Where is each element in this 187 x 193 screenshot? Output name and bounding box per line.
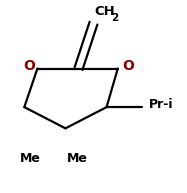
Text: Pr-i: Pr-i <box>148 98 173 111</box>
Text: O: O <box>122 59 134 73</box>
Text: O: O <box>23 59 35 73</box>
Text: Me: Me <box>67 152 88 165</box>
Text: Me: Me <box>19 152 40 165</box>
Text: CH: CH <box>94 5 115 18</box>
Text: 2: 2 <box>111 13 119 23</box>
